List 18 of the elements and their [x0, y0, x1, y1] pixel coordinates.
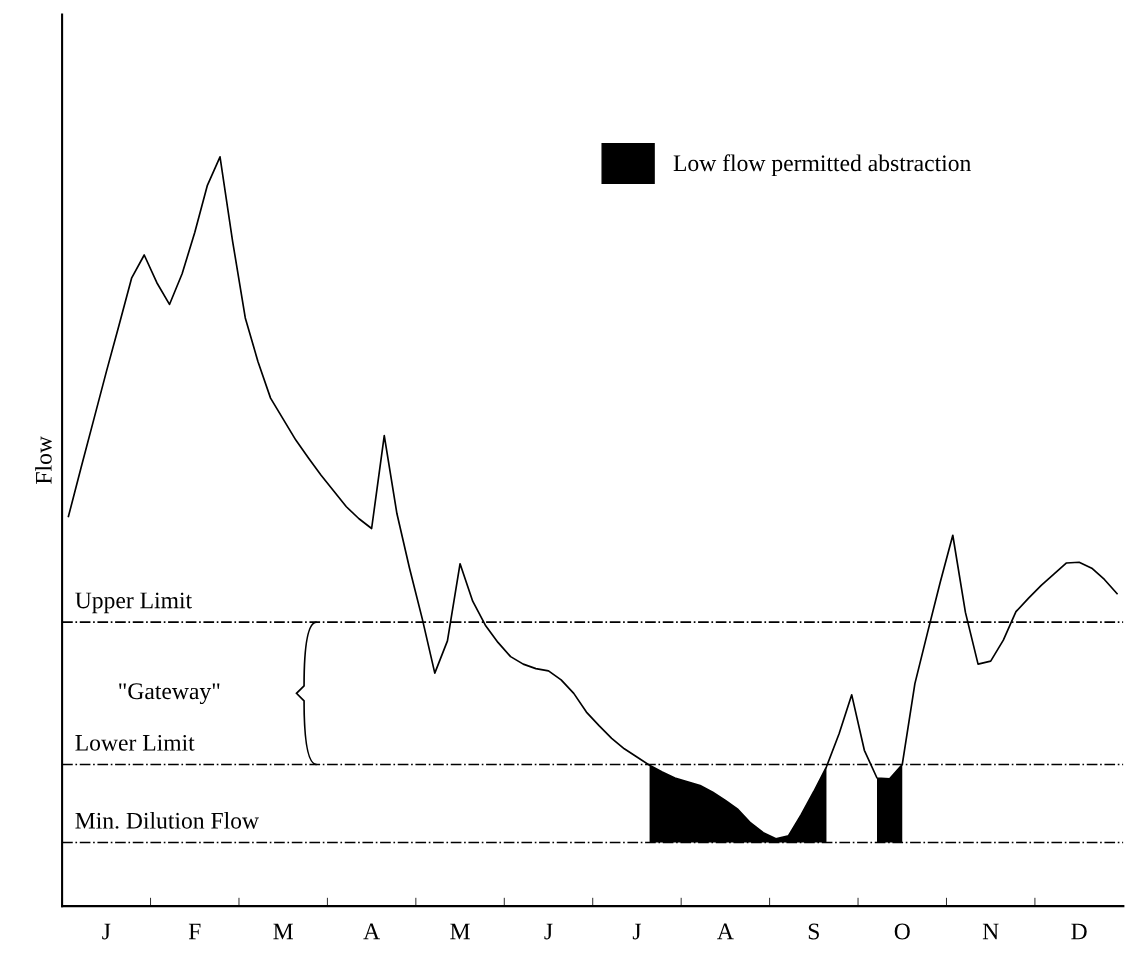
ref-line-label: Lower Limit: [75, 734, 195, 751]
x-tick-label: N: [982, 923, 999, 940]
x-tick-label: O: [894, 923, 910, 940]
x-tick-label: M: [450, 923, 470, 940]
y-axis-title: Flow: [35, 436, 52, 484]
x-tick-label: F: [188, 923, 201, 940]
x-tick-label: J: [102, 923, 111, 940]
legend-label: Low flow permitted abstraction: [673, 154, 971, 176]
x-tick-label: A: [717, 923, 734, 940]
x-tick-label: M: [273, 923, 293, 940]
annotation: "Gateway": [119, 683, 220, 705]
x-tick-label: A: [363, 923, 380, 940]
x-tick-label: D: [1071, 923, 1087, 940]
x-tick-label: J: [632, 923, 642, 940]
x-tick-label: S: [808, 923, 819, 940]
ref-line-label: Min. Dilution Flow: [75, 812, 259, 829]
ref-line-label: Upper Limit: [75, 592, 192, 614]
x-tick-label: J: [544, 923, 553, 940]
